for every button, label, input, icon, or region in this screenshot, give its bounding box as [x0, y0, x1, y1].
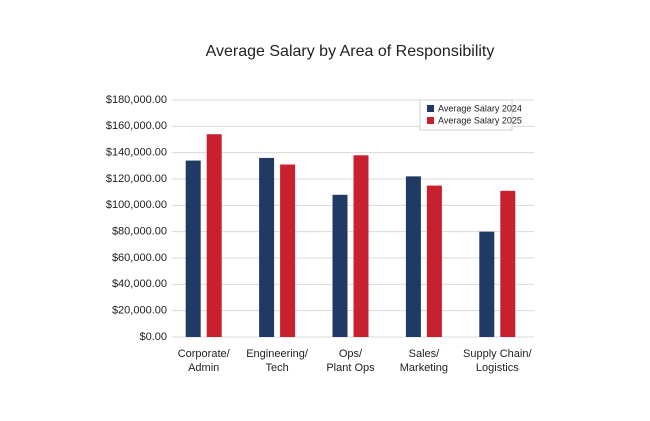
x-tick-label-line: Sales/: [409, 348, 441, 360]
x-tick-label-line: Marketing: [400, 362, 448, 374]
bar: [405, 176, 421, 337]
x-tick-label: Ops/Plant Ops: [326, 348, 375, 374]
chart-title: Average Salary by Area of Responsibility: [206, 43, 495, 60]
bar: [206, 134, 222, 337]
y-tick-label: $60,000.00: [112, 252, 167, 264]
x-tick-label: Sales/Marketing: [400, 348, 448, 374]
bar: [500, 190, 516, 337]
bar: [280, 164, 296, 337]
y-tick-label: $140,000.00: [106, 147, 167, 159]
y-tick-label: $100,000.00: [106, 199, 167, 211]
x-tick-label-line: Tech: [265, 362, 288, 374]
x-tick-label-line: Admin: [188, 362, 219, 374]
y-tick-label: $80,000.00: [112, 226, 167, 238]
x-tick-label-line: Plant Ops: [326, 362, 375, 374]
x-tick-label: Supply Chain/Logistics: [463, 348, 532, 374]
x-tick-label: Engineering/Tech: [246, 348, 309, 374]
x-tick-label-line: Ops/: [339, 348, 363, 360]
y-tick-label: $0.00: [139, 331, 167, 343]
legend-swatch: [427, 117, 434, 124]
y-tick-label: $120,000.00: [106, 173, 167, 185]
legend-label: Average Salary 2025: [438, 115, 522, 125]
x-tick-label-line: Engineering/: [246, 348, 309, 360]
bar: [479, 231, 495, 337]
bar: [185, 160, 201, 337]
x-tick-label: Corporate/Admin: [178, 348, 231, 374]
bar: [426, 185, 442, 337]
y-tick-label: $180,000.00: [106, 94, 167, 106]
y-tick-label: $160,000.00: [106, 120, 167, 132]
x-tick-label-line: Supply Chain/: [463, 348, 532, 360]
legend-box: [419, 99, 513, 131]
y-tick-label: $40,000.00: [112, 278, 167, 290]
x-tick-label-line: Corporate/: [178, 348, 231, 360]
x-tick-label-line: Logistics: [476, 362, 519, 374]
bar: [353, 155, 369, 337]
bar: [259, 157, 275, 337]
legend-label: Average Salary 2024: [438, 103, 522, 113]
y-tick-label: $20,000.00: [112, 305, 167, 317]
legend-swatch: [427, 105, 434, 112]
bar: [332, 194, 348, 337]
